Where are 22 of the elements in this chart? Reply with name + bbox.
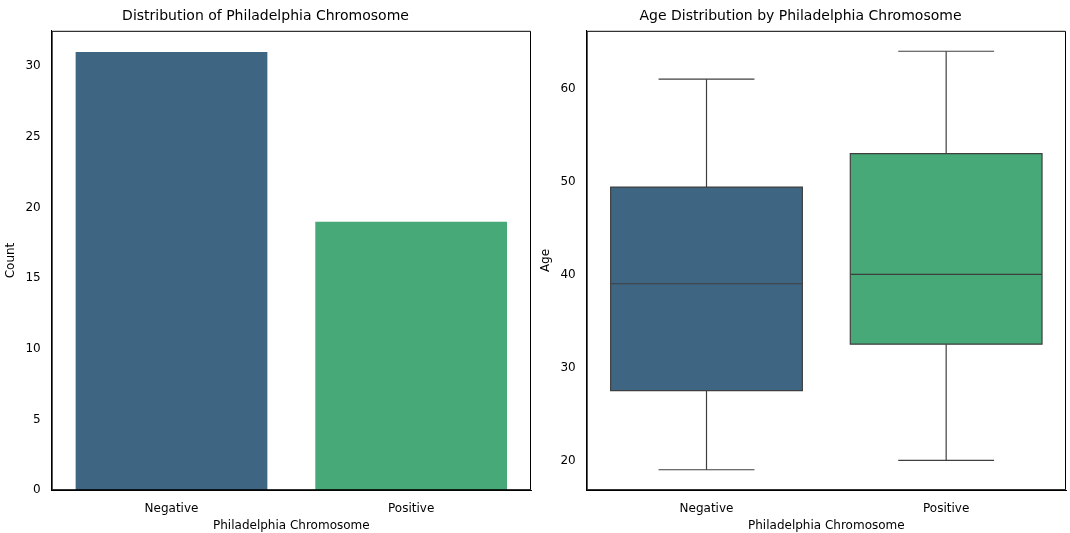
y-tick-label: 50 [560,173,576,188]
y-tick-label: 0 [33,482,41,497]
chart-title: Distribution of Philadelphia Chromosome [122,7,409,24]
y-tick-label: 60 [560,80,576,95]
x-tick-label: Negative [144,500,199,515]
y-tick-label: 10 [25,340,41,355]
y-tick-label: 40 [560,266,576,281]
x-axis-title: Philadelphia Chromosome [213,517,370,532]
y-tick-label: 25 [25,128,41,143]
chart-title: Age Distribution by Philadelphia Chromosome [639,7,962,24]
x-tick-label: Positive [388,500,435,515]
x-tick-label: Positive [923,500,970,515]
y-tick-label: 5 [33,411,41,426]
x-axis-title: Philadelphia Chromosome [748,517,905,532]
y-axis-title: Age [538,248,553,273]
y-tick-label: 20 [25,199,41,214]
y-tick-label: 30 [560,359,576,374]
x-tick-label: Negative [679,500,734,515]
y-tick-label: 15 [25,270,41,285]
y-tick-label: 30 [25,58,41,73]
y-tick-label: 20 [560,452,576,467]
y-axis-title: Count [3,242,18,279]
